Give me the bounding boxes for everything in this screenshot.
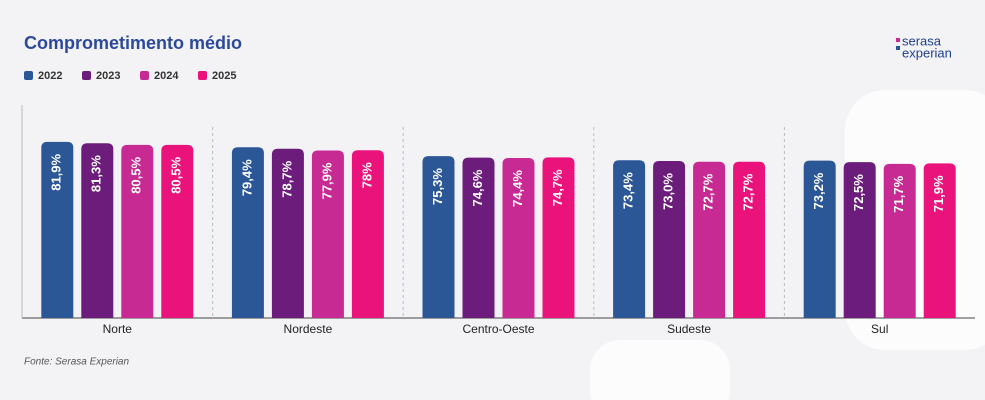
value-label: 81,9% (49, 153, 64, 190)
value-label: 71,7% (891, 175, 906, 212)
bar (803, 160, 836, 318)
value-label: 73,0% (661, 173, 676, 210)
bar (542, 157, 575, 318)
legend-label: 2025 (212, 70, 236, 82)
bar (502, 158, 535, 318)
value-label: 80,5% (169, 156, 184, 193)
legend-swatch (82, 71, 91, 80)
legend-label: 2022 (38, 70, 62, 82)
x-tick-label: Sudeste (667, 322, 711, 336)
value-label: 73,2% (811, 172, 826, 209)
bar (231, 147, 264, 318)
legend-swatch (140, 71, 149, 80)
logo-text: serasa (902, 33, 942, 48)
bar (462, 157, 495, 318)
x-tick-label: Nordeste (284, 322, 333, 336)
value-label: 71,9% (931, 175, 946, 212)
value-label: 73,4% (621, 172, 636, 209)
x-tick-label: Centro-Oeste (462, 322, 534, 336)
value-label: 74,7% (550, 169, 565, 206)
x-tick-label: Norte (103, 322, 133, 336)
bar (693, 161, 726, 318)
bar (271, 148, 304, 318)
bar (653, 161, 686, 318)
legend-label: 2023 (96, 70, 120, 82)
value-label: 79,4% (239, 159, 254, 196)
value-label: 72,5% (851, 174, 866, 211)
bar (121, 144, 154, 318)
bar (613, 160, 646, 318)
value-label: 72,7% (701, 173, 716, 210)
logo: serasa experian (896, 33, 952, 60)
value-label: 78% (359, 162, 374, 188)
legend-swatch (198, 71, 207, 80)
value-label: 72,7% (741, 173, 756, 210)
bar (422, 156, 455, 318)
bar (311, 150, 344, 318)
bar (843, 162, 876, 318)
value-label: 74,4% (510, 170, 525, 207)
bar (733, 161, 766, 318)
source: Fonte: Serasa Experian (24, 357, 129, 368)
logo-text: experian (902, 45, 952, 60)
logo-dot (896, 38, 900, 42)
bar (81, 143, 114, 318)
x-tick-label: Sul (871, 322, 888, 336)
logo-dot (896, 46, 900, 50)
legend-label: 2024 (154, 70, 179, 82)
value-label: 78,7% (279, 160, 294, 197)
bar (351, 150, 384, 318)
bar (41, 141, 74, 318)
bar (883, 163, 916, 318)
legend-swatch (24, 71, 33, 80)
value-label: 77,9% (319, 162, 334, 199)
chart-title: Comprometimento médio (24, 33, 242, 53)
value-label: 80,5% (129, 156, 144, 193)
value-label: 74,6% (470, 169, 485, 206)
bar (923, 163, 956, 318)
value-label: 81,3% (89, 155, 104, 192)
decor (590, 340, 730, 400)
bar (161, 144, 194, 318)
value-label: 75,3% (430, 168, 445, 205)
